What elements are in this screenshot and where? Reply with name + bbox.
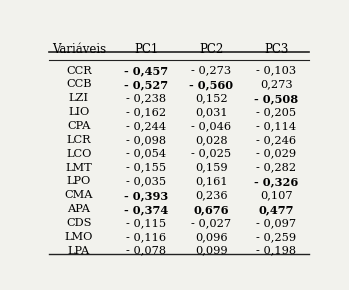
- Text: - 0,078: - 0,078: [126, 246, 166, 255]
- Text: APA: APA: [67, 204, 90, 214]
- Text: CCR: CCR: [66, 66, 92, 76]
- Text: - 0,103: - 0,103: [256, 66, 296, 76]
- Text: 0,273: 0,273: [260, 79, 292, 89]
- Text: LPA: LPA: [68, 246, 90, 255]
- Text: - 0,238: - 0,238: [126, 93, 166, 103]
- Text: - 0,098: - 0,098: [126, 135, 166, 145]
- Text: 0,676: 0,676: [194, 204, 229, 215]
- Text: 0,096: 0,096: [195, 232, 228, 242]
- Text: 0,152: 0,152: [195, 93, 228, 103]
- Text: Variáveis: Variáveis: [52, 43, 106, 56]
- Text: 0,477: 0,477: [259, 204, 294, 215]
- Text: - 0,244: - 0,244: [126, 121, 166, 131]
- Text: - 0,116: - 0,116: [126, 232, 166, 242]
- Text: - 0,054: - 0,054: [126, 149, 166, 159]
- Text: - 0,046: - 0,046: [191, 121, 231, 131]
- Text: - 0,457: - 0,457: [124, 66, 169, 77]
- Text: - 0,162: - 0,162: [126, 107, 166, 117]
- Text: - 0,198: - 0,198: [256, 246, 296, 255]
- Text: PC3: PC3: [264, 43, 288, 56]
- Text: LIO: LIO: [68, 107, 89, 117]
- Text: - 0,527: - 0,527: [124, 79, 169, 90]
- Text: - 0,029: - 0,029: [256, 149, 296, 159]
- Text: LMT: LMT: [65, 162, 92, 173]
- Text: - 0,393: - 0,393: [124, 190, 169, 201]
- Text: - 0,282: - 0,282: [256, 162, 296, 173]
- Text: - 0,508: - 0,508: [254, 93, 298, 104]
- Text: - 0,025: - 0,025: [191, 149, 231, 159]
- Text: 0,031: 0,031: [195, 107, 228, 117]
- Text: LMO: LMO: [65, 232, 93, 242]
- Text: - 0,246: - 0,246: [256, 135, 296, 145]
- Text: - 0,273: - 0,273: [191, 66, 231, 76]
- Text: PC2: PC2: [199, 43, 223, 56]
- Text: - 0,155: - 0,155: [126, 162, 166, 173]
- Text: LPO: LPO: [67, 176, 91, 186]
- Text: - 0,114: - 0,114: [256, 121, 296, 131]
- Text: 0,028: 0,028: [195, 135, 228, 145]
- Text: - 0,205: - 0,205: [256, 107, 296, 117]
- Text: LCO: LCO: [66, 149, 91, 159]
- Text: - 0,097: - 0,097: [256, 218, 296, 228]
- Text: - 0,115: - 0,115: [126, 218, 166, 228]
- Text: CDS: CDS: [66, 218, 91, 228]
- Text: 0,107: 0,107: [260, 190, 292, 200]
- Text: LZI: LZI: [69, 93, 89, 103]
- Text: - 0,326: - 0,326: [254, 176, 298, 187]
- Text: LCR: LCR: [66, 135, 91, 145]
- Text: CCB: CCB: [66, 79, 91, 89]
- Text: - 0,259: - 0,259: [256, 232, 296, 242]
- Text: CPA: CPA: [67, 121, 90, 131]
- Text: - 0,374: - 0,374: [124, 204, 169, 215]
- Text: CMA: CMA: [65, 190, 93, 200]
- Text: 0,099: 0,099: [195, 246, 228, 255]
- Text: 0,236: 0,236: [195, 190, 228, 200]
- Text: - 0,027: - 0,027: [191, 218, 231, 228]
- Text: 0,161: 0,161: [195, 176, 228, 186]
- Text: - 0,035: - 0,035: [126, 176, 166, 186]
- Text: PC1: PC1: [134, 43, 158, 56]
- Text: 0,159: 0,159: [195, 162, 228, 173]
- Text: - 0,560: - 0,560: [189, 79, 233, 90]
